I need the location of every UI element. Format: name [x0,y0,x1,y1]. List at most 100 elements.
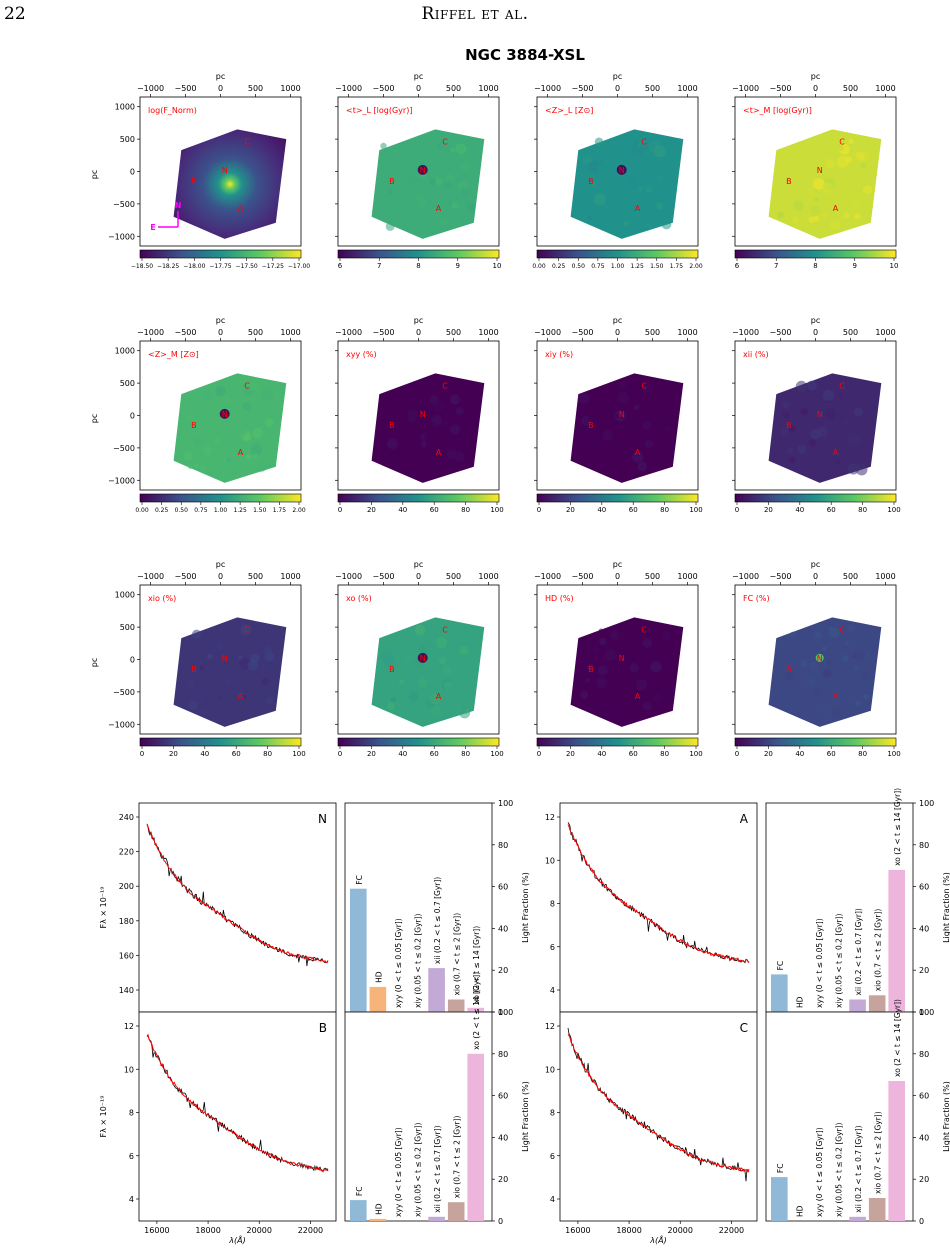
bar-label: HD [374,971,383,983]
map-texture [663,674,672,683]
bar-y-tick-label: 80 [498,841,508,850]
region-label: C [641,138,647,147]
spectrum-x-tick-label: 16000 [565,1226,590,1235]
region-label: N [222,410,228,419]
bar [771,974,788,1012]
map-texture [438,657,446,665]
page-number: 22 [4,4,26,24]
map-texture [838,145,844,151]
map-texture [199,665,205,671]
map-panel: pc −1000 −500 0 500 1000 xii (%) N A B C 0 20 40 60 80 1… [732,316,901,514]
map-texture [242,695,247,699]
x-tick-label: 0 [615,328,620,337]
map-texture [459,218,467,226]
bar-y-tick-label: 20 [919,966,929,975]
map-texture [587,664,595,672]
bar [467,1007,484,1012]
colorbar-tick-label: 60 [430,506,439,514]
bar-y-tick-label: 20 [498,966,508,975]
bar [849,999,866,1012]
colorbar [734,737,897,747]
x-tick-label: 0 [615,84,620,93]
x-tick-label: −1000 [732,328,759,337]
bar-label: xiy (0.05 < t ≤ 0.2 [Gyr]) [835,1122,844,1217]
colorbar-tick-label: 9 [456,262,460,270]
map-texture [821,182,833,194]
map-texture [837,392,843,398]
map-texture [252,427,263,439]
map-texture [828,626,833,632]
map-texture [635,679,648,691]
bar-y-tick-label: 100 [498,1008,513,1017]
colorbar [734,493,897,503]
x-tick-label: 1000 [478,84,498,93]
map-texture [822,389,835,401]
region-label: C [839,382,845,391]
map-texture [590,181,595,186]
map-label: xiy (%) [545,350,573,359]
x-tick-label: 0 [218,328,223,337]
map-texture [777,211,785,219]
map-texture [242,402,252,411]
colorbar-tick-label: 0.25 [155,507,169,514]
nucleus-spot [815,653,824,662]
map-texture [238,644,250,655]
bar-y-tick-label: 20 [919,1175,929,1184]
region-label: N [420,410,426,419]
map-texture [456,396,463,403]
x-tick-label: −1000 [732,84,759,93]
map-texture [443,179,454,189]
x-tick-label: 1000 [875,84,895,93]
colorbar-tick-label: −17.75 [209,263,231,270]
map-texture [455,143,467,155]
x-tick-label: 1000 [677,572,697,581]
map-texture [460,187,471,197]
region-label: C [244,626,250,635]
top-axis-label: pc [811,72,820,81]
map-texture [194,438,202,447]
bar-label: HD [795,996,804,1008]
colorbar-tick-label: 100 [887,506,900,514]
map-label: HD (%) [545,594,574,603]
map-texture [642,701,652,711]
colorbar-tick-label: 7 [377,262,381,270]
region-label: C [244,382,250,391]
bar-label: xii (0.2 < t ≤ 0.7 [Gyr]) [854,1125,863,1212]
map-texture [580,691,589,699]
map-panel: pc −1000 −500 0 500 1000 1000 500 0 −500 −1000 pc lo… [90,72,310,270]
map-texture [222,687,228,694]
map-texture [600,705,612,717]
colorbar-tick-label: 20 [169,750,178,758]
observed-spectrum [146,823,329,967]
x-tick-label: 500 [645,84,660,93]
spectrum-x-tick-label: 22000 [719,1226,744,1235]
map-texture [380,142,387,150]
map-texture [860,162,867,169]
map-texture [825,158,835,169]
model-spectrum [567,1034,750,1173]
map-texture [797,444,807,454]
map-texture [632,451,644,463]
map-texture [226,457,232,463]
map-texture [847,463,860,475]
map-panel: pc −1000 −500 0 500 1000 <t>_L [log(Gyr)] N A B C 6… [335,72,501,270]
colorbar-tick-label: 40 [795,750,804,758]
y-tick-label: 0 [130,412,135,421]
x-tick-label: 500 [446,84,461,93]
bar [369,986,387,1012]
map-texture [782,411,790,419]
map-texture [789,631,797,639]
panel-name: N [318,812,327,826]
region-label: B [588,421,594,430]
bar-y-tick-label: 40 [919,1133,929,1142]
fit-panel: B 4 6 8 10 12 Fλ × 10⁻¹⁹ 16000 18000 20000 22000 λ(… [99,972,530,1245]
bar-label: xio (0.7 < t ≤ 2 [Gyr]) [453,913,462,996]
map-texture [615,413,621,418]
y-tick-label: −500 [113,200,135,209]
bar [868,995,886,1012]
bar-label: xo (2 < t ≤ 14 [Gyr]) [472,926,481,1004]
map-texture [842,212,850,219]
map-texture [813,215,820,222]
map-texture [253,453,258,458]
map-label: <t>_M [log(Gyr)] [743,106,812,115]
